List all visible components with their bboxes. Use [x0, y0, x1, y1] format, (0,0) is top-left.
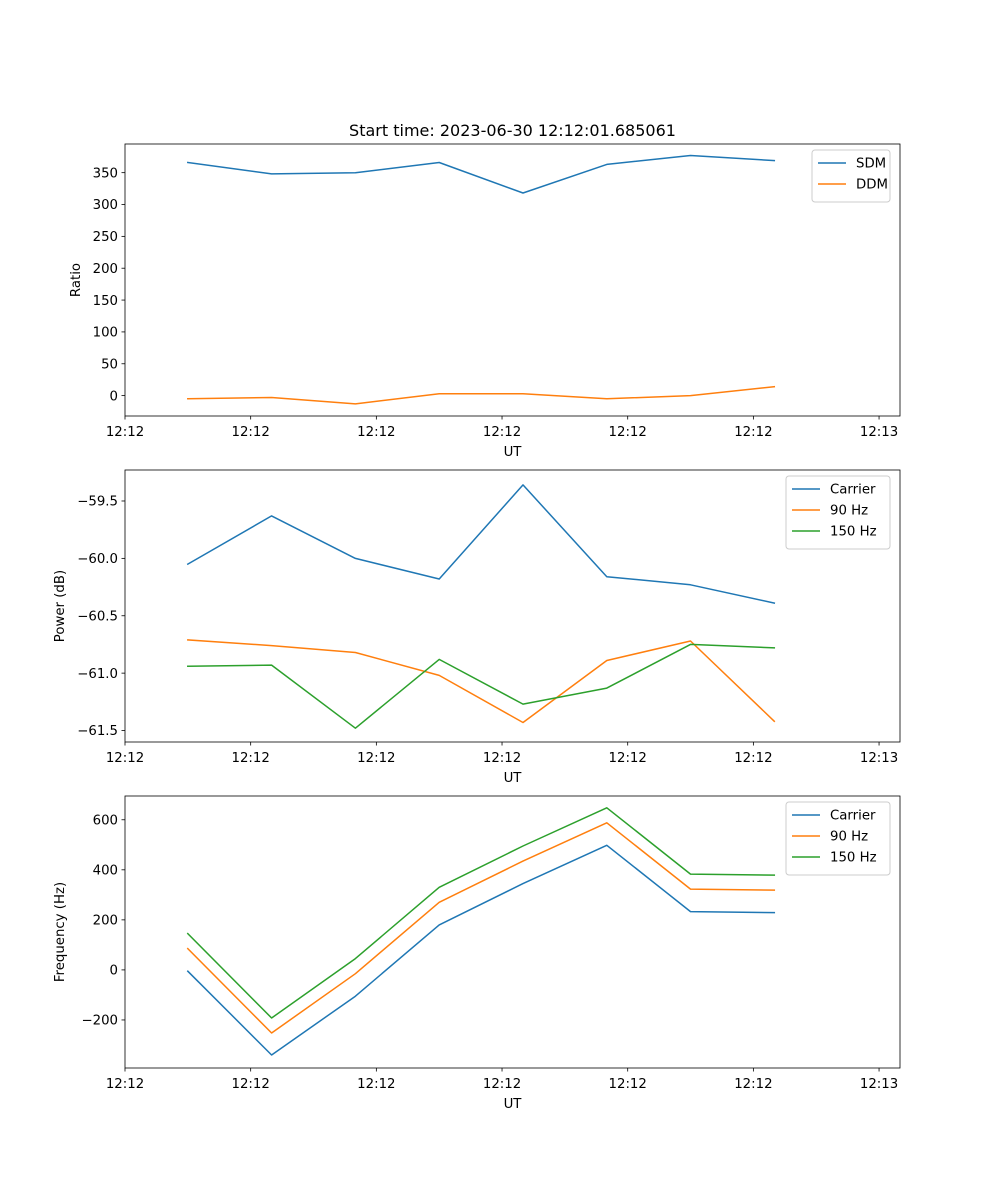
axes-frame — [124, 143, 901, 417]
legend-label: Carrier — [830, 483, 876, 498]
x-tick-label: 12:12 — [232, 751, 270, 766]
panels-group: 12:12 12:12 12:12 12:12 12:12 12:12 12:13 0 50 10… — [53, 143, 901, 1112]
legend-label: DDM — [856, 178, 888, 193]
series-line-90-hz — [187, 639, 776, 724]
chart-panel-3: 12:12 12:12 12:12 12:12 12:12 12:12 12:13 −200 0… — [53, 795, 901, 1112]
series-line-ddm — [187, 385, 776, 405]
y-axis-label: Frequency (Hz) — [53, 882, 68, 982]
x-tick-label: 12:12 — [734, 425, 772, 440]
x-tick-label: 12:12 — [232, 425, 270, 440]
legend-label: 90 Hz — [830, 504, 868, 519]
y-tick-label: 300 — [93, 198, 118, 213]
legend-label: Carrier — [830, 809, 876, 824]
series-line-150-hz — [186, 807, 776, 1019]
y-tick-label: 250 — [93, 230, 118, 245]
y-tick-label: 150 — [93, 294, 118, 309]
chart-panel-1: 12:12 12:12 12:12 12:12 12:12 12:12 12:13 0 50 10… — [69, 143, 901, 460]
x-tick-label: 12:12 — [232, 1077, 270, 1092]
x-tick-label: 12:12 — [106, 1077, 144, 1092]
y-tick-label: −200 — [81, 1014, 118, 1029]
x-tick-label: 12:12 — [734, 751, 772, 766]
x-tick-label: 12:13 — [860, 1077, 898, 1092]
y-tick-label: 600 — [93, 813, 118, 828]
x-tick-label: 12:13 — [860, 425, 898, 440]
x-tick-label: 12:13 — [860, 751, 898, 766]
x-tick-label: 12:12 — [609, 1077, 647, 1092]
y-axis-label: Ratio — [69, 263, 84, 297]
axes-frame — [124, 469, 901, 743]
series-line-carrier — [186, 484, 776, 604]
y-tick-label: −61.5 — [77, 724, 118, 739]
y-tick-label: 100 — [93, 326, 118, 341]
y-tick-label: 350 — [93, 166, 118, 181]
x-tick-label: 12:12 — [483, 1077, 521, 1092]
y-tick-label: 400 — [93, 864, 118, 879]
series-line-90-hz — [186, 822, 776, 1034]
x-tick-label: 12:12 — [483, 751, 521, 766]
legend-label: SDM — [856, 157, 886, 172]
x-tick-label: 12:12 — [106, 751, 144, 766]
x-tick-label: 12:12 — [106, 425, 144, 440]
legend-label: 90 Hz — [830, 830, 868, 845]
x-axis-label: UT — [504, 1097, 523, 1112]
y-axis-label: Power (dB) — [53, 570, 68, 642]
series-line-150-hz — [187, 643, 776, 729]
y-tick-label: 0 — [110, 964, 118, 979]
x-axis-label: UT — [504, 771, 523, 786]
legend-label: 150 Hz — [830, 851, 877, 866]
y-tick-label: −61.0 — [77, 667, 118, 682]
x-tick-label: 12:12 — [483, 425, 521, 440]
series-line-sdm — [186, 154, 776, 194]
x-tick-label: 12:12 — [357, 1077, 395, 1092]
y-tick-label: 50 — [101, 357, 118, 372]
legend: Carrier 90 Hz 150 Hz — [785, 801, 891, 876]
y-tick-label: −59.5 — [77, 495, 118, 510]
legend: SDM DDM — [811, 149, 891, 203]
y-tick-label: −60.5 — [77, 609, 118, 624]
figure-title: Start time: 2023-06-30 12:12:01.685061 — [349, 121, 676, 140]
x-tick-label: 12:12 — [609, 751, 647, 766]
y-tick-label: −60.0 — [77, 552, 118, 567]
legend-label: 150 Hz — [830, 525, 877, 540]
y-tick-label: 0 — [110, 389, 118, 404]
y-tick-label: 200 — [93, 262, 118, 277]
x-tick-label: 12:12 — [609, 425, 647, 440]
x-axis-label: UT — [504, 445, 523, 460]
x-tick-label: 12:12 — [734, 1077, 772, 1092]
legend: Carrier 90 Hz 150 Hz — [785, 475, 891, 550]
y-tick-label: 200 — [93, 914, 118, 929]
chart-panel-2: 12:12 12:12 12:12 12:12 12:12 12:12 12:13 −61.5… — [53, 469, 901, 786]
axes-frame — [124, 795, 901, 1069]
series-line-carrier — [186, 844, 776, 1056]
x-tick-label: 12:12 — [357, 751, 395, 766]
x-tick-label: 12:12 — [357, 425, 395, 440]
